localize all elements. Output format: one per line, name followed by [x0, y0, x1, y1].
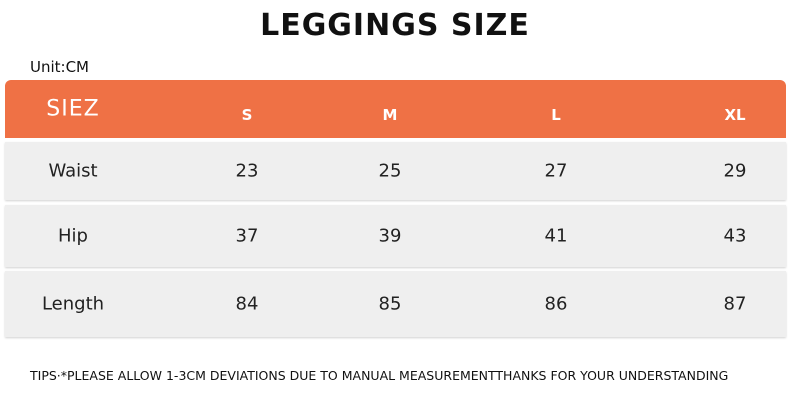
cell-value: 23	[235, 160, 259, 182]
column-header: SIEZ	[46, 96, 100, 122]
column-header: L	[551, 106, 561, 124]
cell-value: 84	[235, 293, 259, 315]
cell-value: 29	[723, 160, 747, 182]
table-header: SIEZ S M L XL	[5, 80, 786, 138]
row-label: Hip	[58, 225, 88, 247]
row-label: Waist	[48, 160, 98, 182]
cell-value: 27	[544, 160, 568, 182]
cell-value: 37	[235, 225, 259, 247]
cell-value: 41	[544, 225, 568, 247]
row-label: Length	[41, 293, 105, 315]
cell-value: 87	[723, 293, 747, 315]
table-row: Hip 37 39 41 43	[5, 205, 786, 267]
cell-value: 25	[378, 160, 402, 182]
column-header: XL	[724, 106, 746, 124]
cell-value: 86	[544, 293, 568, 315]
column-header: S	[241, 106, 253, 124]
cell-value: 85	[378, 293, 402, 315]
column-header: M	[382, 106, 398, 124]
table-row: Waist 23 25 27 29	[5, 142, 786, 200]
title: LEGGINGS SIZE	[260, 8, 530, 43]
cell-value: 39	[378, 225, 402, 247]
table-row: Length 84 85 86 87	[5, 271, 786, 337]
unit-label: Unit:CM	[30, 58, 90, 76]
tips: TIPS·*PLEASE ALLOW 1-3CM DEVIATIONS DUE …	[30, 368, 729, 383]
cell-value: 43	[723, 225, 747, 247]
